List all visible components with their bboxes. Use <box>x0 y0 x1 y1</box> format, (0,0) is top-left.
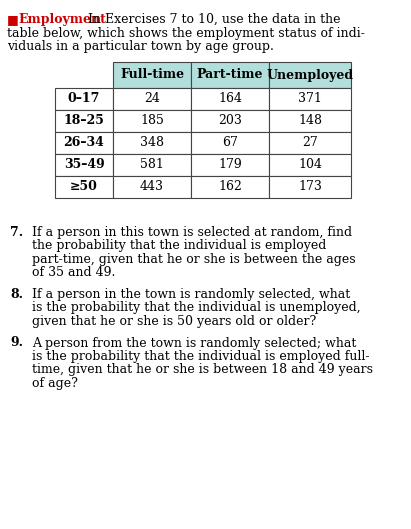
Bar <box>55 110 113 132</box>
Bar <box>113 62 191 88</box>
Text: 67: 67 <box>222 136 238 150</box>
Text: 164: 164 <box>218 93 242 105</box>
Text: 443: 443 <box>140 180 164 194</box>
Bar <box>113 154 191 176</box>
Text: If a person in the town is randomly selected, what: If a person in the town is randomly sele… <box>32 288 350 301</box>
Text: given that he or she is 50 years old or older?: given that he or she is 50 years old or … <box>32 315 316 328</box>
Text: 148: 148 <box>298 114 322 127</box>
Bar <box>55 176 113 198</box>
Bar <box>269 154 351 176</box>
Text: Part-time: Part-time <box>197 68 263 81</box>
Bar <box>191 88 269 110</box>
Text: ■: ■ <box>7 13 19 26</box>
Text: 581: 581 <box>140 159 164 171</box>
Text: 24: 24 <box>144 93 160 105</box>
Text: is the probability that the individual is employed full-: is the probability that the individual i… <box>32 350 369 363</box>
Text: part-time, given that he or she is between the ages: part-time, given that he or she is betwe… <box>32 253 356 266</box>
Bar <box>269 62 351 88</box>
Text: 9.: 9. <box>10 336 23 350</box>
Bar <box>269 132 351 154</box>
Text: viduals in a particular town by age group.: viduals in a particular town by age grou… <box>7 40 274 53</box>
Text: 203: 203 <box>218 114 242 127</box>
Text: of age?: of age? <box>32 377 78 390</box>
Text: time, given that he or she is between 18 and 49 years: time, given that he or she is between 18… <box>32 363 373 377</box>
Text: 179: 179 <box>218 159 242 171</box>
Text: the probability that the individual is employed: the probability that the individual is e… <box>32 240 326 252</box>
Text: 18–25: 18–25 <box>64 114 104 127</box>
Text: 104: 104 <box>298 159 322 171</box>
Text: 0–17: 0–17 <box>68 93 100 105</box>
Text: 185: 185 <box>140 114 164 127</box>
Text: is the probability that the individual is unemployed,: is the probability that the individual i… <box>32 302 360 315</box>
Bar <box>55 132 113 154</box>
Bar <box>55 154 113 176</box>
Bar <box>191 132 269 154</box>
Text: In Exercises 7 to 10, use the data in the: In Exercises 7 to 10, use the data in th… <box>88 13 340 26</box>
Text: 162: 162 <box>218 180 242 194</box>
Text: Employment: Employment <box>18 13 106 26</box>
Text: Full-time: Full-time <box>120 68 184 81</box>
Text: 35–49: 35–49 <box>64 159 104 171</box>
Text: 371: 371 <box>298 93 322 105</box>
Text: 8.: 8. <box>10 288 23 301</box>
Text: of 35 and 49.: of 35 and 49. <box>32 267 115 279</box>
Bar <box>113 110 191 132</box>
Bar <box>191 154 269 176</box>
Text: ≥50: ≥50 <box>70 180 98 194</box>
Bar <box>269 88 351 110</box>
Text: table below, which shows the employment status of indi-: table below, which shows the employment … <box>7 26 365 40</box>
Bar <box>191 110 269 132</box>
Bar <box>113 88 191 110</box>
Text: Unemployed: Unemployed <box>266 68 353 81</box>
Bar <box>269 176 351 198</box>
Bar <box>191 62 269 88</box>
Text: If a person in this town is selected at random, find: If a person in this town is selected at … <box>32 226 352 239</box>
Bar <box>269 110 351 132</box>
Text: 26–34: 26–34 <box>64 136 104 150</box>
Text: A person from the town is randomly selected; what: A person from the town is randomly selec… <box>32 336 356 350</box>
Bar <box>113 176 191 198</box>
Text: 27: 27 <box>302 136 318 150</box>
Bar <box>55 88 113 110</box>
Text: 7.: 7. <box>10 226 23 239</box>
Text: 348: 348 <box>140 136 164 150</box>
Text: 173: 173 <box>298 180 322 194</box>
Bar <box>191 176 269 198</box>
Bar <box>113 132 191 154</box>
